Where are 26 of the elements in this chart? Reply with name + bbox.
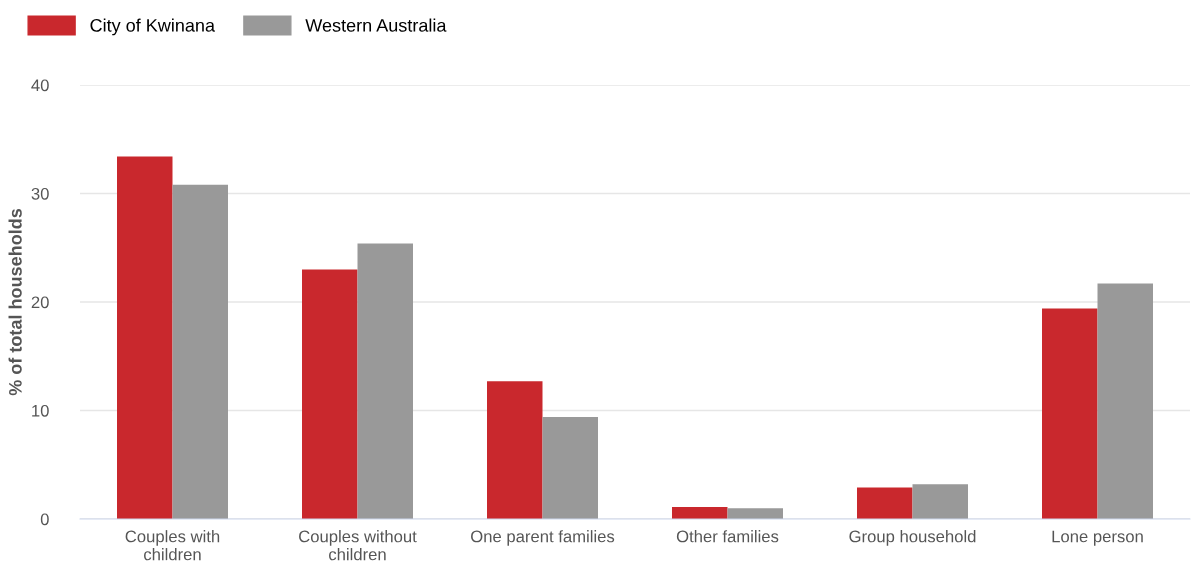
x-tick-label: Other families <box>676 530 779 543</box>
bar <box>117 156 173 519</box>
x-tick-label: One parent families <box>471 530 615 546</box>
y-tick-label: 0 <box>40 513 49 526</box>
y-tick-label: 30 <box>31 187 49 200</box>
x-tick-label: Couples with children <box>125 530 220 561</box>
bar <box>1097 283 1153 519</box>
bar <box>487 381 543 519</box>
x-tick-label: Lone person <box>1052 530 1143 546</box>
bar <box>672 507 728 519</box>
y-tick-label: 20 <box>31 296 49 309</box>
bar <box>857 487 913 519</box>
bar <box>357 243 413 519</box>
bar <box>912 484 968 519</box>
bar <box>727 508 783 519</box>
bar <box>542 417 598 519</box>
legend-label: City of Kwinana <box>90 18 215 36</box>
bar <box>172 184 228 519</box>
x-tick-label: Group household <box>849 530 976 546</box>
bar <box>1042 308 1098 519</box>
x-tick-label: Couples without children <box>299 530 417 561</box>
y-tick-label: 10 <box>32 404 49 417</box>
bar <box>302 269 358 519</box>
y-tick-label: 40 <box>31 79 49 92</box>
y-axis-title: % of total households <box>8 208 22 396</box>
legend-label: Western Australia <box>305 18 447 32</box>
